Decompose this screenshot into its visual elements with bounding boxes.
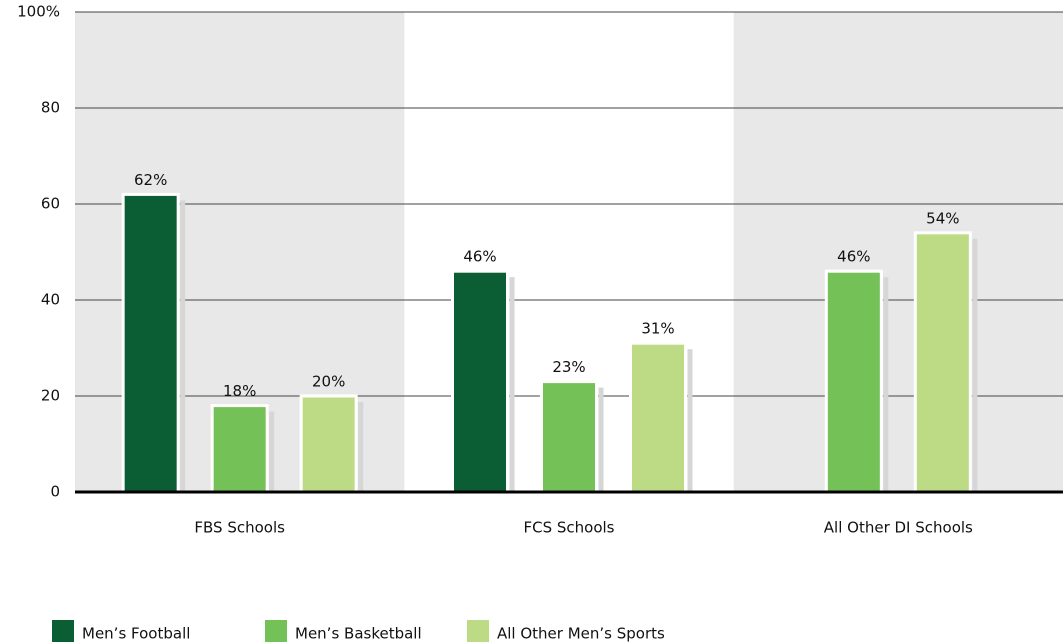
bar-shadow bbox=[883, 277, 889, 492]
x-tick-label: FCS Schools bbox=[523, 519, 614, 537]
bar bbox=[629, 341, 687, 494]
data-label: 31% bbox=[641, 320, 674, 338]
x-tick-label: All Other DI Schools bbox=[824, 519, 973, 537]
bar bbox=[299, 394, 358, 494]
legend-swatch bbox=[52, 620, 74, 642]
bar-shadow bbox=[269, 411, 275, 492]
bar-shadow bbox=[358, 402, 364, 492]
band-background bbox=[733, 12, 1063, 492]
x-tick-label: FBS Schools bbox=[194, 519, 285, 537]
data-label: 20% bbox=[312, 373, 345, 391]
bar-shadow bbox=[687, 349, 693, 492]
bar bbox=[824, 269, 883, 494]
bar-shadow bbox=[598, 387, 604, 492]
bar bbox=[913, 231, 972, 494]
data-label: 62% bbox=[134, 171, 167, 189]
bar-shadow bbox=[180, 200, 186, 492]
bar bbox=[451, 269, 509, 494]
bar bbox=[121, 192, 180, 494]
bar bbox=[210, 404, 269, 494]
y-tick-label: 40 bbox=[41, 291, 60, 309]
data-label: 46% bbox=[837, 248, 870, 266]
y-tick-label: 20 bbox=[41, 387, 60, 405]
legend-label: Men’s Football bbox=[82, 625, 190, 643]
y-tick-label: 0 bbox=[50, 483, 60, 501]
data-label: 54% bbox=[926, 209, 959, 227]
legend-label: All Other Men’s Sports bbox=[497, 625, 665, 643]
legend-swatch bbox=[467, 620, 489, 642]
bar bbox=[540, 380, 598, 494]
bar-shadow bbox=[972, 238, 978, 492]
data-label: 23% bbox=[552, 358, 585, 376]
y-tick-label: 100% bbox=[17, 3, 60, 21]
data-label: 18% bbox=[223, 382, 256, 400]
data-label: 46% bbox=[463, 248, 496, 266]
bar-shadow bbox=[509, 277, 515, 492]
y-tick-label: 60 bbox=[41, 195, 60, 213]
legend-label: Men’s Basketball bbox=[295, 625, 422, 643]
legend-swatch bbox=[265, 620, 287, 642]
y-tick-label: 80 bbox=[41, 99, 60, 117]
